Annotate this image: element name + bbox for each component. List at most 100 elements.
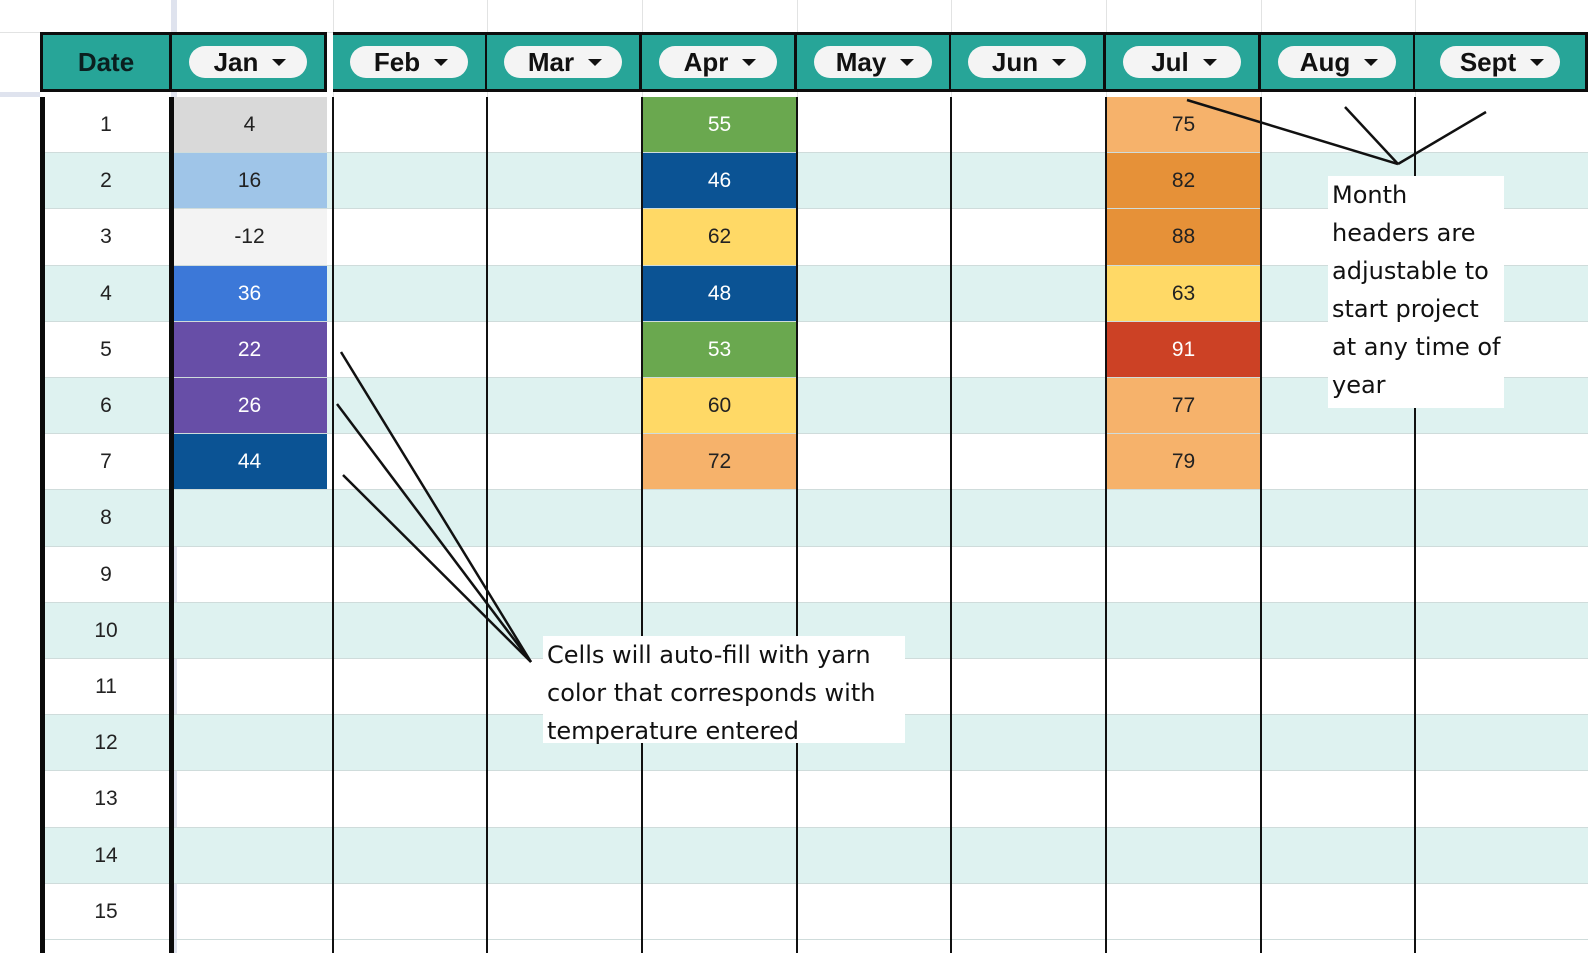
temp-cell-aug[interactable] bbox=[1261, 490, 1416, 546]
month-dropdown-jul[interactable]: Jul bbox=[1123, 46, 1241, 78]
temp-cell-jun[interactable] bbox=[951, 884, 1106, 940]
temp-cell-jul[interactable] bbox=[1106, 715, 1261, 771]
temp-cell-jul[interactable] bbox=[1106, 490, 1261, 546]
temp-cell-may[interactable] bbox=[797, 209, 952, 265]
month-dropdown-feb[interactable]: Feb bbox=[350, 46, 468, 78]
temp-cell-jan[interactable]: 22 bbox=[172, 321, 327, 378]
temp-cell-mar[interactable] bbox=[487, 322, 642, 378]
temp-cell-mar[interactable] bbox=[487, 547, 642, 603]
temp-cell-apr[interactable]: 46 bbox=[642, 153, 797, 210]
temp-cell-apr[interactable]: 62 bbox=[642, 209, 797, 266]
date-cell[interactable]: 9 bbox=[100, 562, 112, 586]
temp-cell-feb[interactable] bbox=[333, 884, 488, 940]
temp-cell-jul[interactable] bbox=[1106, 603, 1261, 659]
temp-cell-jun[interactable] bbox=[951, 97, 1106, 153]
temp-cell-jun[interactable] bbox=[951, 266, 1106, 322]
temp-cell-apr[interactable]: 53 bbox=[642, 321, 797, 378]
temp-cell-mar[interactable] bbox=[487, 434, 642, 490]
date-cell[interactable]: 6 bbox=[100, 394, 112, 418]
temp-cell-aug[interactable] bbox=[1261, 884, 1416, 940]
temp-cell-jan[interactable] bbox=[172, 659, 327, 715]
temp-cell-feb[interactable] bbox=[333, 322, 488, 378]
temp-cell-may[interactable] bbox=[797, 266, 952, 322]
temp-cell-may[interactable] bbox=[797, 97, 952, 153]
temp-cell-feb[interactable] bbox=[333, 209, 488, 265]
temp-cell-jan[interactable]: 26 bbox=[172, 378, 327, 435]
temp-cell-apr[interactable] bbox=[642, 828, 797, 884]
temp-cell-apr[interactable]: 55 bbox=[642, 97, 797, 154]
temp-cell-jan[interactable] bbox=[172, 884, 327, 940]
temp-cell-jan[interactable] bbox=[172, 547, 327, 603]
temp-cell-sept[interactable] bbox=[1415, 828, 1570, 884]
temp-cell-jun[interactable] bbox=[951, 603, 1106, 659]
temp-cell-may[interactable] bbox=[797, 378, 952, 434]
temp-cell-aug[interactable] bbox=[1261, 434, 1416, 490]
temp-cell-feb[interactable] bbox=[333, 828, 488, 884]
month-dropdown-mar[interactable]: Mar bbox=[504, 46, 622, 78]
date-cell[interactable]: 5 bbox=[100, 337, 112, 361]
temp-cell-jun[interactable] bbox=[951, 153, 1106, 209]
temp-cell-apr[interactable]: 48 bbox=[642, 265, 797, 322]
temp-cell-mar[interactable] bbox=[487, 378, 642, 434]
temp-cell-feb[interactable] bbox=[333, 266, 488, 322]
temp-cell-aug[interactable] bbox=[1261, 97, 1416, 153]
temp-cell-jul[interactable]: 79 bbox=[1106, 434, 1261, 491]
temp-cell-may[interactable] bbox=[797, 434, 952, 490]
month-dropdown-aug[interactable]: Aug bbox=[1278, 46, 1396, 78]
temp-cell-jul[interactable]: 88 bbox=[1106, 209, 1261, 266]
date-cell[interactable]: 13 bbox=[94, 787, 118, 811]
date-cell[interactable]: 10 bbox=[94, 618, 118, 642]
temp-cell-may[interactable] bbox=[797, 771, 952, 827]
temp-cell-may[interactable] bbox=[797, 828, 952, 884]
temp-cell-jun[interactable] bbox=[951, 378, 1106, 434]
temp-cell-sept[interactable] bbox=[1415, 490, 1570, 546]
temp-cell-jul[interactable]: 82 bbox=[1106, 153, 1261, 210]
month-dropdown-apr[interactable]: Apr bbox=[659, 46, 777, 78]
temp-cell-feb[interactable] bbox=[333, 378, 488, 434]
temp-cell-jan[interactable] bbox=[172, 715, 327, 771]
date-cell[interactable]: 3 bbox=[100, 225, 112, 249]
temp-cell-jul[interactable] bbox=[1106, 884, 1261, 940]
temp-cell-apr[interactable] bbox=[642, 490, 797, 546]
temp-cell-mar[interactable] bbox=[487, 153, 642, 209]
temp-cell-may[interactable] bbox=[797, 322, 952, 378]
freeze-pane-divider[interactable] bbox=[0, 92, 40, 97]
temp-cell-jul[interactable]: 91 bbox=[1106, 321, 1261, 378]
date-cell[interactable]: 15 bbox=[94, 899, 118, 923]
temp-cell-aug[interactable] bbox=[1261, 659, 1416, 715]
temp-cell-jul[interactable]: 77 bbox=[1106, 378, 1261, 435]
temp-cell-may[interactable] bbox=[797, 490, 952, 546]
date-cell[interactable]: 7 bbox=[100, 450, 112, 474]
month-dropdown-sept[interactable]: Sept bbox=[1439, 46, 1561, 78]
temp-cell-jan[interactable]: 16 bbox=[172, 153, 327, 210]
temp-cell-jan[interactable]: 4 bbox=[172, 97, 327, 154]
temp-cell-sept[interactable] bbox=[1415, 547, 1570, 603]
temp-cell-jun[interactable] bbox=[951, 771, 1106, 827]
temp-cell-feb[interactable] bbox=[333, 153, 488, 209]
date-cell[interactable]: 1 bbox=[100, 113, 112, 137]
temp-cell-jan[interactable] bbox=[172, 490, 327, 546]
temp-cell-sept[interactable] bbox=[1415, 771, 1570, 827]
temp-cell-aug[interactable] bbox=[1261, 547, 1416, 603]
temp-cell-feb[interactable] bbox=[333, 434, 488, 490]
temp-cell-jul[interactable] bbox=[1106, 659, 1261, 715]
temp-cell-mar[interactable] bbox=[487, 828, 642, 884]
temp-cell-mar[interactable] bbox=[487, 884, 642, 940]
temp-cell-mar[interactable] bbox=[487, 771, 642, 827]
temp-cell-jun[interactable] bbox=[951, 659, 1106, 715]
temp-cell-jun[interactable] bbox=[951, 322, 1106, 378]
temp-cell-jun[interactable] bbox=[951, 828, 1106, 884]
date-cell[interactable]: 8 bbox=[100, 506, 112, 530]
temp-cell-jun[interactable] bbox=[951, 434, 1106, 490]
temp-cell-sept[interactable] bbox=[1415, 659, 1570, 715]
temp-cell-jul[interactable]: 63 bbox=[1106, 265, 1261, 322]
temp-cell-apr[interactable] bbox=[642, 547, 797, 603]
temp-cell-jun[interactable] bbox=[951, 209, 1106, 265]
temp-cell-apr[interactable]: 60 bbox=[642, 378, 797, 435]
temp-cell-mar[interactable] bbox=[487, 209, 642, 265]
temp-cell-aug[interactable] bbox=[1261, 771, 1416, 827]
temp-cell-jul[interactable] bbox=[1106, 547, 1261, 603]
temp-cell-feb[interactable] bbox=[333, 547, 488, 603]
temp-cell-apr[interactable]: 72 bbox=[642, 434, 797, 491]
date-cell[interactable]: 14 bbox=[94, 843, 118, 867]
